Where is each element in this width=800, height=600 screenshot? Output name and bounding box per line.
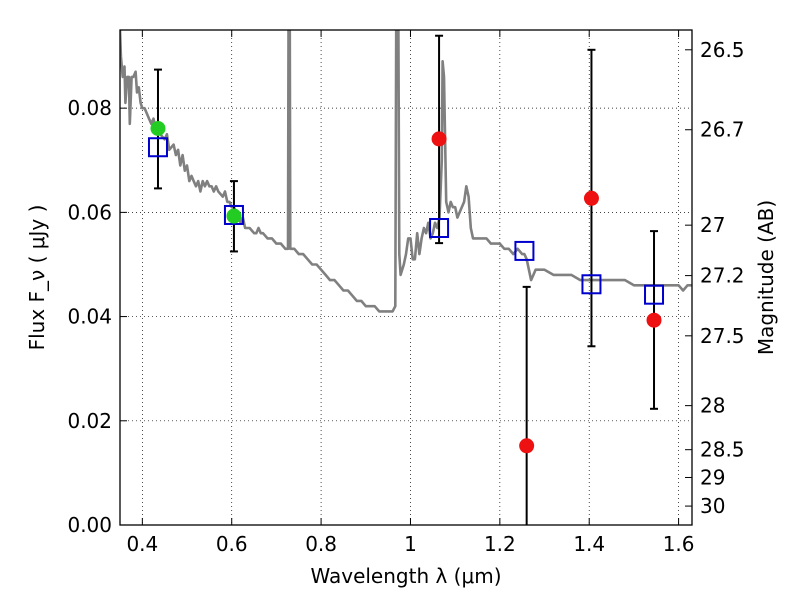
right-tick-label: 29 bbox=[700, 465, 725, 489]
right-tick-label: 27 bbox=[700, 213, 725, 237]
observed-red-point bbox=[431, 131, 447, 147]
y-tick-label: 0.00 bbox=[67, 513, 112, 537]
ticks: 0.4 0.6 0.8 1 1.2 1.4 1.6 0.00 0.02 0.04 0.06 0.08 2… bbox=[67, 30, 745, 556]
x-tick-label: 1.4 bbox=[573, 532, 605, 556]
x-tick-label: 0.8 bbox=[305, 532, 337, 556]
right-tick-label: 26.7 bbox=[700, 118, 745, 142]
model-photometry-square bbox=[223, 204, 244, 225]
right-axis-title: Magnitude (AB) bbox=[754, 200, 778, 355]
y-tick-label: 0.02 bbox=[67, 409, 112, 433]
x-tick-label: 1.2 bbox=[484, 532, 516, 556]
observed-red-point bbox=[519, 438, 535, 454]
model-photometry-square bbox=[147, 137, 168, 158]
right-tick-label: 28 bbox=[700, 394, 725, 418]
right-tick-label: 30 bbox=[700, 494, 725, 518]
x-tick-label: 0.6 bbox=[216, 532, 248, 556]
observed-green-point bbox=[150, 120, 166, 136]
model-photometry-square bbox=[581, 274, 602, 295]
observed-photometry-layer bbox=[150, 120, 662, 454]
x-tick-label: 0.4 bbox=[126, 532, 158, 556]
spectrum-layer bbox=[120, 30, 692, 313]
model-photometry-square bbox=[514, 240, 535, 261]
grid bbox=[120, 30, 692, 525]
plot-frame bbox=[119, 29, 693, 526]
model-photometry-layer bbox=[147, 137, 665, 305]
x-tick-label: 1.6 bbox=[663, 532, 695, 556]
model-photometry-square bbox=[429, 218, 450, 238]
model-photometry-square bbox=[644, 284, 665, 305]
y-tick-label: 0.04 bbox=[67, 305, 112, 329]
right-tick-label: 26.5 bbox=[700, 38, 745, 62]
x-axis-title: Wavelength λ (μm) bbox=[310, 564, 501, 588]
right-tick-label: 27.5 bbox=[700, 324, 745, 348]
observed-red-point bbox=[646, 312, 662, 328]
right-tick-label: 27.2 bbox=[700, 264, 745, 288]
y-tick-label: 0.06 bbox=[67, 200, 112, 224]
model-spectrum-line bbox=[120, 30, 692, 313]
observed-red-point bbox=[583, 190, 599, 206]
right-tick-label: 28.5 bbox=[700, 438, 745, 462]
y-tick-label: 0.08 bbox=[67, 96, 112, 120]
observed-green-point bbox=[226, 208, 242, 224]
y-axis-title: Flux F_ν ( μJy ) bbox=[25, 205, 49, 351]
x-tick-label: 1 bbox=[404, 532, 417, 556]
